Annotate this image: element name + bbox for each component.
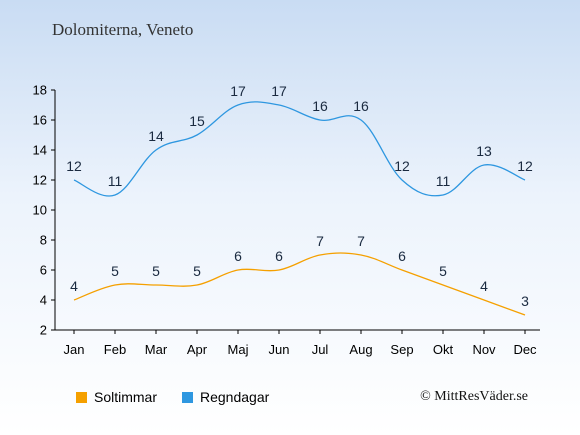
data-label-soltimmar-nov: 4 bbox=[480, 278, 488, 294]
x-tick-label-mar: Mar bbox=[145, 342, 168, 357]
chart-title: Dolomiterna, Veneto bbox=[52, 20, 194, 39]
data-label-soltimmar-jan: 4 bbox=[70, 278, 78, 294]
legend-swatch-soltimmar bbox=[76, 391, 87, 403]
data-label-regndagar-sep: 12 bbox=[394, 158, 410, 174]
data-label-soltimmar-jul: 7 bbox=[316, 233, 324, 249]
x-tick-label-nov: Nov bbox=[472, 342, 496, 357]
data-label-regndagar-mar: 14 bbox=[148, 128, 164, 144]
data-label-soltimmar-feb: 5 bbox=[111, 263, 119, 279]
x-tick-label-jan: Jan bbox=[64, 342, 85, 357]
x-tick-label-dec: Dec bbox=[513, 342, 537, 357]
x-tick-label-aug: Aug bbox=[349, 342, 372, 357]
data-label-soltimmar-dec: 3 bbox=[521, 293, 529, 309]
y-tick-label-14: 14 bbox=[33, 143, 47, 158]
x-tick-label-apr: Apr bbox=[187, 342, 208, 357]
legend-label-regndagar: Regndagar bbox=[200, 389, 270, 405]
series-line-soltimmar bbox=[73, 252, 526, 316]
data-label-soltimmar-jun: 6 bbox=[275, 248, 283, 264]
y-tick-label-16: 16 bbox=[33, 113, 47, 128]
data-label-soltimmar-sep: 6 bbox=[398, 248, 406, 264]
y-tick-label-18: 18 bbox=[33, 83, 47, 98]
legend-label-soltimmar: Soltimmar bbox=[94, 389, 158, 405]
data-label-regndagar-jan: 12 bbox=[66, 158, 82, 174]
legend-item-soltimmar: Soltimmar bbox=[76, 389, 157, 405]
data-label-regndagar-aug: 16 bbox=[353, 98, 369, 114]
legend-swatch-regndagar bbox=[182, 391, 193, 403]
x-tick-label-feb: Feb bbox=[104, 342, 126, 357]
data-label-soltimmar-maj: 6 bbox=[234, 248, 242, 264]
data-label-regndagar-maj: 17 bbox=[230, 83, 246, 99]
credit-text: © MittResVäder.se bbox=[420, 389, 528, 404]
data-label-regndagar-jun: 17 bbox=[271, 83, 287, 99]
y-tick-label-12: 12 bbox=[33, 173, 47, 188]
data-label-soltimmar-aug: 7 bbox=[357, 233, 365, 249]
data-label-regndagar-jul: 16 bbox=[312, 98, 328, 114]
data-label-regndagar-okt: 11 bbox=[436, 173, 451, 189]
y-tick-label-4: 4 bbox=[40, 293, 47, 308]
x-tick-label-jun: Jun bbox=[269, 342, 290, 357]
y-tick-label-2: 2 bbox=[40, 323, 47, 338]
x-tick-label-sep: Sep bbox=[390, 342, 413, 357]
x-tick-label-maj: Maj bbox=[228, 342, 249, 357]
x-tick-label-okt: Okt bbox=[433, 342, 454, 357]
data-label-soltimmar-mar: 5 bbox=[152, 263, 160, 279]
data-label-soltimmar-okt: 5 bbox=[439, 263, 447, 279]
data-label-regndagar-feb: 11 bbox=[108, 173, 123, 189]
y-tick-label-8: 8 bbox=[40, 233, 47, 248]
y-tick-label-6: 6 bbox=[40, 263, 47, 278]
legend-item-regndagar: Regndagar bbox=[182, 389, 269, 405]
data-label-regndagar-apr: 15 bbox=[189, 113, 205, 129]
x-tick-label-jul: Jul bbox=[312, 342, 329, 357]
data-label-regndagar-dec: 12 bbox=[517, 158, 533, 174]
y-tick-label-10: 10 bbox=[33, 203, 47, 218]
series-line-regndagar bbox=[73, 101, 526, 197]
data-label-regndagar-nov: 13 bbox=[476, 143, 492, 159]
data-label-soltimmar-apr: 5 bbox=[193, 263, 201, 279]
